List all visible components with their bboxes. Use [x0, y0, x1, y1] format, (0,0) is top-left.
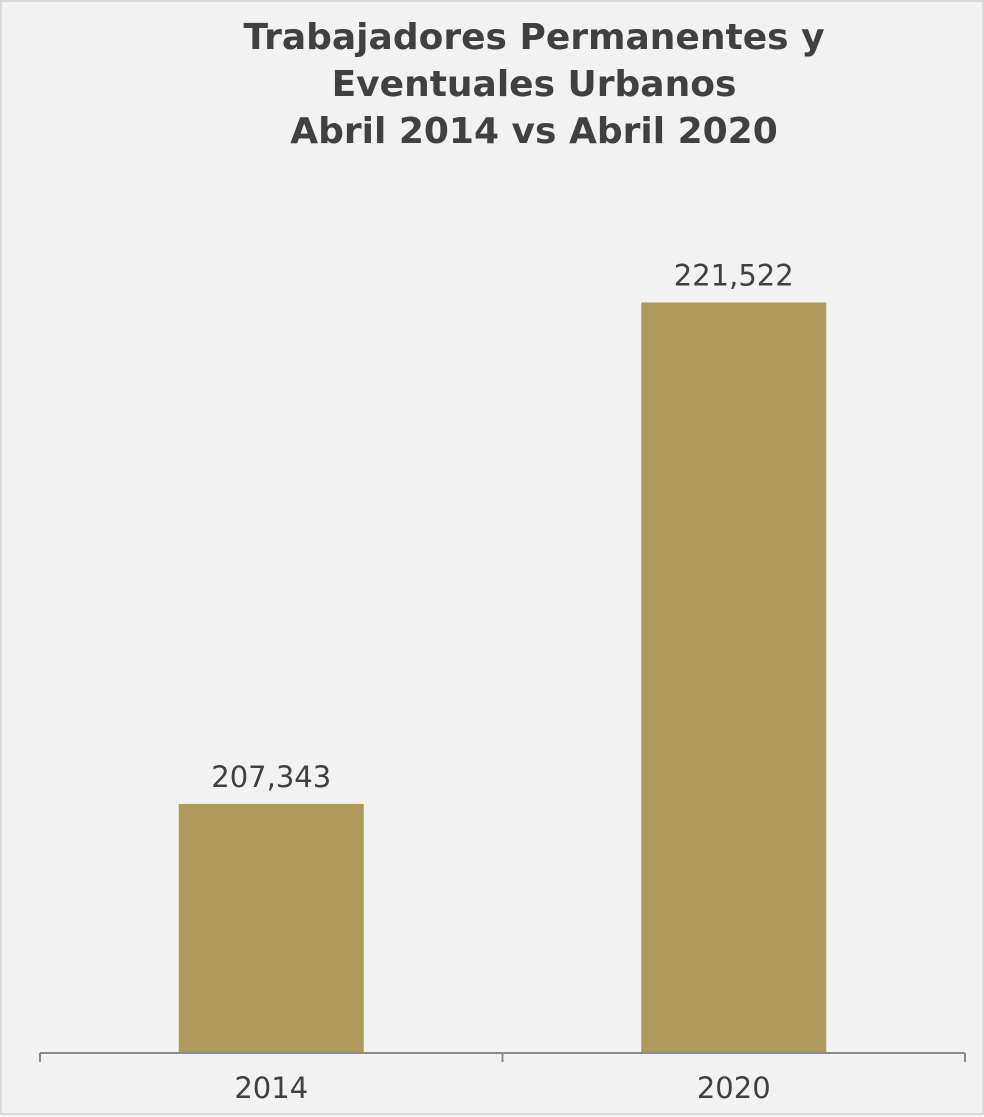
data-label-2020: 221,522 — [674, 259, 794, 293]
chart-title-line-1: Trabajadores Permanentes y — [243, 17, 825, 58]
bar-2020 — [641, 302, 827, 1053]
data-label-2014: 207,343 — [211, 760, 331, 794]
chart-title-line-2: Eventuales Urbanos — [331, 64, 737, 105]
chart-title: Trabajadores Permanentes y Eventuales Ur… — [82, 14, 984, 155]
tick-label-2020: 2020 — [697, 1071, 771, 1105]
bar-2014 — [178, 803, 364, 1053]
tick-label-2014: 2014 — [234, 1071, 308, 1105]
chart-title-line-3: Abril 2014 vs Abril 2020 — [290, 111, 778, 152]
